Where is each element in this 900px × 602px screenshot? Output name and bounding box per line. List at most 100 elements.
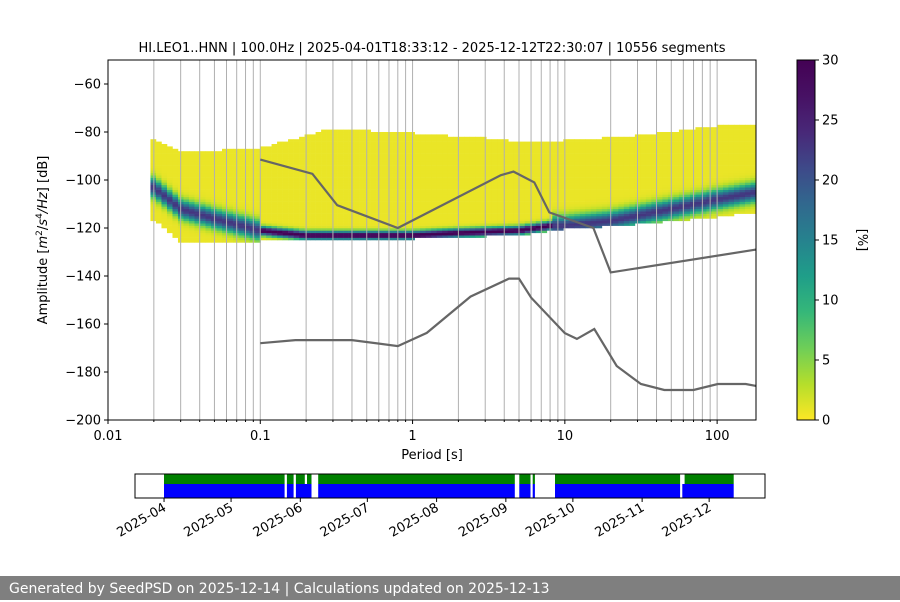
timeline-segments <box>164 474 734 498</box>
heatmap-cell <box>365 208 371 212</box>
heatmap-cell <box>205 160 212 164</box>
heatmap-cell <box>365 158 371 162</box>
heatmap-cell <box>530 175 537 178</box>
heatmap-cell <box>464 168 471 171</box>
heatmap-cell <box>524 223 531 226</box>
heatmap-cell <box>673 146 680 150</box>
heatmap-cell <box>183 235 190 238</box>
heatmap-cell <box>585 141 592 145</box>
heatmap-cell <box>623 180 630 183</box>
heatmap-cell <box>722 129 729 133</box>
heatmap-cell <box>381 187 388 190</box>
heatmap-cell <box>640 170 647 174</box>
heatmap-cell <box>530 168 537 171</box>
heatmap-cell <box>354 189 360 193</box>
heatmap-cell <box>166 146 173 150</box>
heatmap-cell <box>612 223 619 226</box>
heatmap-cell <box>579 213 586 217</box>
heatmap-cell <box>266 213 272 217</box>
heatmap-cell <box>211 237 217 241</box>
heatmap-cell <box>744 170 751 174</box>
heatmap-cell <box>645 165 652 169</box>
heatmap-cell <box>255 228 261 231</box>
heatmap-cell <box>557 192 564 195</box>
heatmap-cell <box>590 194 597 198</box>
heatmap-cell <box>260 206 267 210</box>
heatmap-cell <box>244 225 250 229</box>
heatmap-cell <box>656 139 663 142</box>
heatmap-cell <box>535 225 542 229</box>
heatmap-cell <box>227 170 234 174</box>
heatmap-cell <box>513 232 520 236</box>
heatmap-cell <box>293 144 300 147</box>
heatmap-cell <box>695 180 702 183</box>
heatmap-cell <box>403 148 410 152</box>
heatmap-cell <box>601 201 608 205</box>
heatmap-cell <box>508 194 515 198</box>
heatmap-cell <box>194 206 201 210</box>
heatmap-cell <box>233 196 239 200</box>
heatmap-cell <box>249 163 256 166</box>
heatmap-cell <box>161 170 168 174</box>
heatmap-cell <box>431 194 438 198</box>
heatmap-cell <box>244 175 250 178</box>
heatmap-cell <box>233 204 239 207</box>
heatmap-cell <box>403 237 410 241</box>
heatmap-cell <box>464 182 471 186</box>
heatmap-cell <box>266 148 272 152</box>
heatmap-cell <box>508 223 515 226</box>
heatmap-cell <box>188 163 195 166</box>
heatmap-cell <box>431 170 438 174</box>
heatmap-cell <box>656 144 663 147</box>
heatmap-cell <box>227 196 234 200</box>
heatmap-cell <box>557 177 564 181</box>
heatmap-cell <box>475 180 482 183</box>
heatmap-cell <box>612 175 619 178</box>
heatmap-cell <box>255 194 261 198</box>
heatmap-cell <box>717 156 724 159</box>
heatmap-cell <box>431 156 438 159</box>
heatmap-cell <box>370 156 377 159</box>
heatmap-cell <box>706 144 713 147</box>
heatmap-cell <box>315 187 322 190</box>
heatmap-cell <box>392 187 399 190</box>
heatmap-cell <box>365 220 371 224</box>
heatmap-cell <box>216 196 223 200</box>
heatmap-cell <box>601 165 608 169</box>
heatmap-cell <box>491 165 498 169</box>
heatmap-cell <box>717 170 724 174</box>
heatmap-cell <box>277 148 283 152</box>
heatmap-cell <box>629 206 636 210</box>
heatmap-cell <box>194 160 201 164</box>
heatmap-cell <box>161 180 168 183</box>
heatmap-cell <box>343 141 349 145</box>
heatmap-cell <box>673 180 680 183</box>
heatmap-cell <box>199 218 206 222</box>
heatmap-cell <box>326 232 333 236</box>
heatmap-cell <box>425 199 432 202</box>
heatmap-cell <box>662 132 669 135</box>
heatmap-cell <box>321 175 327 178</box>
heatmap-cell <box>733 180 740 183</box>
heatmap-cell <box>205 211 212 214</box>
heatmap-cell <box>711 139 718 142</box>
heatmap-cell <box>326 153 333 157</box>
heatmap-cell <box>590 165 597 169</box>
heatmap-cell <box>640 199 647 202</box>
heatmap-cell <box>579 206 586 210</box>
heatmap-cell <box>458 230 465 234</box>
heatmap-cell <box>211 211 217 214</box>
heatmap-cell <box>249 177 256 181</box>
heatmap-cell <box>326 129 333 133</box>
heatmap-cell <box>282 175 289 178</box>
heatmap-cell <box>359 237 366 241</box>
heatmap-cell <box>530 194 537 198</box>
heatmap-cell <box>541 225 548 229</box>
heatmap-cell <box>354 132 360 135</box>
heatmap-cell <box>266 151 272 154</box>
heatmap-cell <box>601 192 608 195</box>
heatmap-cell <box>321 168 327 171</box>
heatmap-cell <box>321 196 327 200</box>
heatmap-cell <box>436 180 443 183</box>
heatmap-cell <box>414 235 421 238</box>
